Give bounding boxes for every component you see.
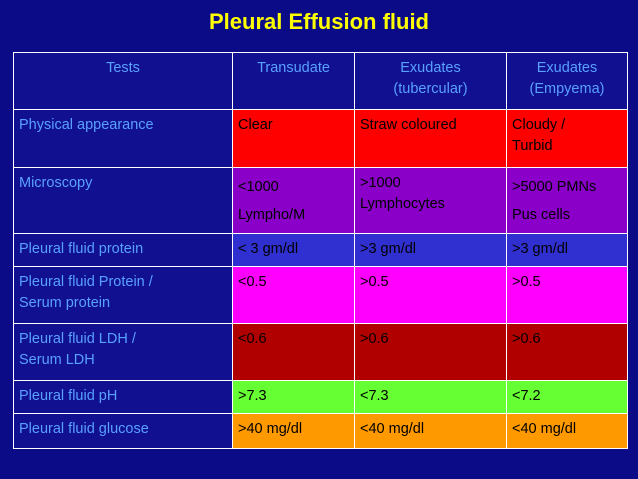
cell-exudate-tubercular: <7.3 xyxy=(354,380,507,414)
header-exudates-tubercular: Exudates (tubercular) xyxy=(354,52,507,110)
table-header-row: Tests Transudate Exudates (tubercular) E… xyxy=(13,52,628,110)
row-protein-ratio: Pleural fluid Protein / Serum protein <0… xyxy=(13,266,628,324)
cell-transudate: >7.3 xyxy=(232,380,355,414)
header-tests: Tests xyxy=(13,52,233,110)
slide-title: Pleural Effusion fluid xyxy=(208,9,429,34)
cell-transudate: >40 mg/dl xyxy=(232,413,355,449)
row-microscopy: Microscopy <1000 Lympho/M >1000 Lymphocy… xyxy=(13,167,628,234)
cell-exudate-empyema: >3 gm/dl xyxy=(506,233,628,267)
cell-exudate-tubercular: <40 mg/dl xyxy=(354,413,507,449)
row-ldh-ratio: Pleural fluid LDH / Serum LDH <0.6 >0.6 … xyxy=(13,323,628,381)
cell-transudate: <0.5 xyxy=(232,266,355,324)
cell-exudate-tubercular: >1000 Lymphocytes xyxy=(354,167,507,234)
row-label: Pleural fluid Protein / Serum protein xyxy=(13,266,233,324)
row-label: Physical appearance xyxy=(13,109,233,168)
cell-exudate-empyema: <7.2 xyxy=(506,380,628,414)
row-physical-appearance: Physical appearance Clear Straw coloured… xyxy=(13,109,628,168)
comparison-table: Tests Transudate Exudates (tubercular) E… xyxy=(13,52,628,449)
cell-exudate-empyema: >0.6 xyxy=(506,323,628,381)
header-exudates-empyema: Exudates (Empyema) xyxy=(506,52,628,110)
cell-exudate-tubercular: >3 gm/dl xyxy=(354,233,507,267)
cell-exudate-empyema: >5000 PMNs Pus cells xyxy=(506,167,628,234)
row-ph: Pleural fluid pH >7.3 <7.3 <7.2 xyxy=(13,380,628,414)
cell-transudate: <0.6 xyxy=(232,323,355,381)
row-label: Pleural fluid pH xyxy=(13,380,233,414)
cell-exudate-empyema: <40 mg/dl xyxy=(506,413,628,449)
cell-transudate: <1000 Lympho/M xyxy=(232,167,355,234)
cell-exudate-tubercular: Straw coloured xyxy=(354,109,507,168)
cell-transudate: < 3 gm/dl xyxy=(232,233,355,267)
row-label: Pleural fluid protein xyxy=(13,233,233,267)
cell-exudate-tubercular: >0.5 xyxy=(354,266,507,324)
row-label: Pleural fluid LDH / Serum LDH xyxy=(13,323,233,381)
cell-exudate-empyema: >0.5 xyxy=(506,266,628,324)
header-transudate: Transudate xyxy=(232,52,355,110)
row-label: Pleural fluid glucose xyxy=(13,413,233,449)
row-label: Microscopy xyxy=(13,167,233,234)
cell-exudate-tubercular: >0.6 xyxy=(354,323,507,381)
row-pleural-fluid-protein: Pleural fluid protein < 3 gm/dl >3 gm/dl… xyxy=(13,233,628,267)
cell-transudate: Clear xyxy=(232,109,355,168)
row-glucose: Pleural fluid glucose >40 mg/dl <40 mg/d… xyxy=(13,413,628,449)
cell-exudate-empyema: Cloudy / Turbid xyxy=(506,109,628,168)
